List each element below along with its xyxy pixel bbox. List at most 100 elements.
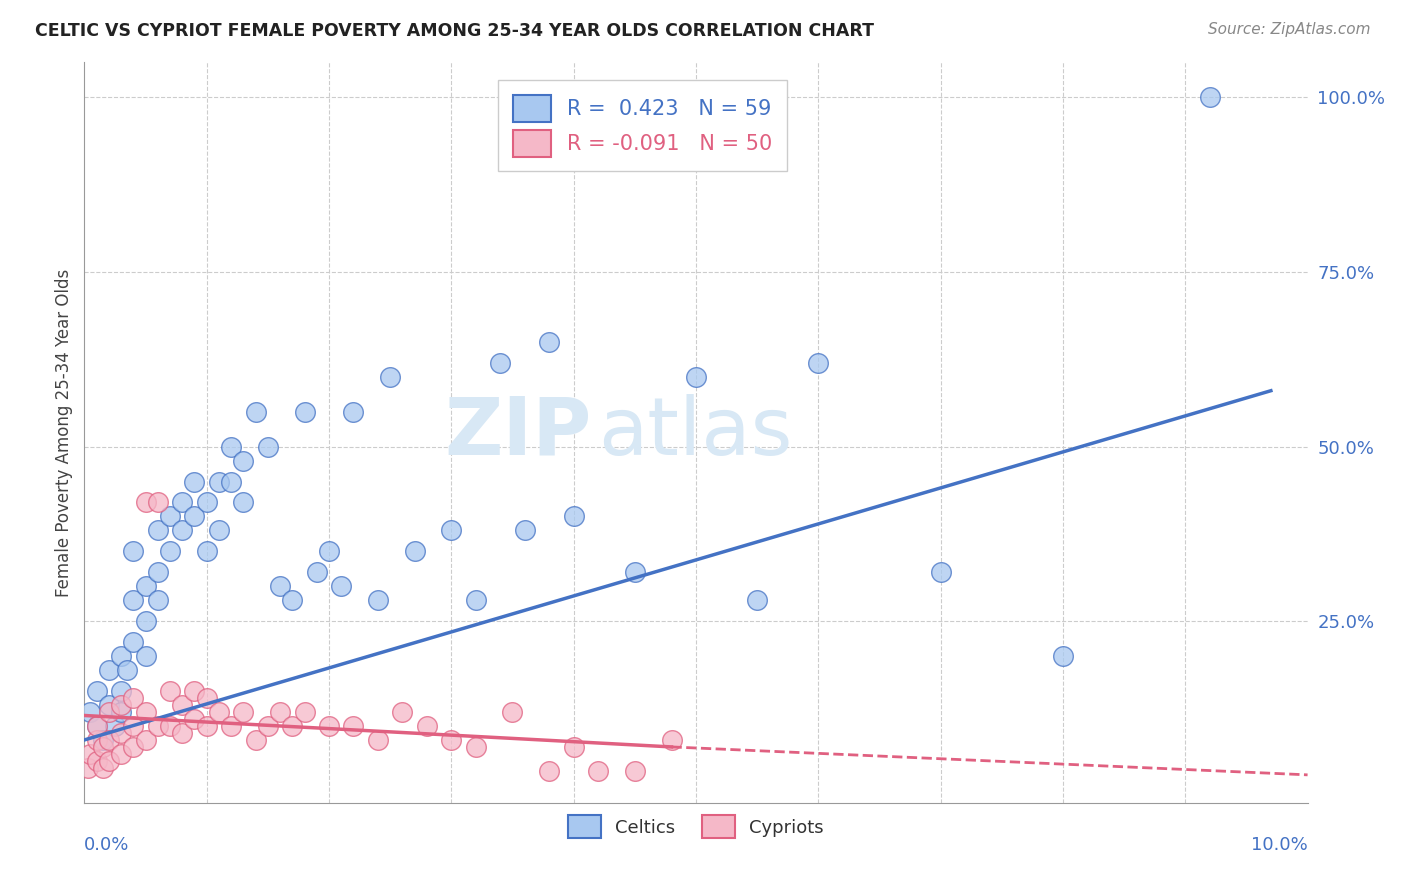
Point (624, 764, 647, 779)
Point (195, 719, 218, 733)
Point (219, 475, 242, 489)
Point (269, 705, 291, 719)
Point (135, 649, 157, 664)
Point (91, 733, 114, 747)
Point (747, 593, 769, 607)
Point (586, 764, 609, 779)
Point (294, 405, 316, 419)
Text: atlas: atlas (598, 393, 793, 472)
Point (122, 739, 145, 754)
Point (513, 524, 536, 538)
Point (1198, 90, 1220, 104)
Point (232, 495, 254, 509)
Point (391, 705, 413, 719)
Text: 0.0%: 0.0% (84, 836, 129, 855)
Point (86, 733, 108, 747)
Point (183, 684, 205, 698)
Point (183, 712, 205, 726)
Point (159, 684, 181, 698)
Point (146, 495, 169, 509)
Point (502, 705, 524, 719)
Point (367, 733, 389, 747)
Point (929, 566, 952, 580)
Point (77, 761, 100, 775)
Point (122, 593, 145, 607)
Point (135, 495, 157, 509)
Point (232, 453, 254, 467)
Point (269, 579, 291, 593)
Point (135, 705, 157, 719)
Point (440, 524, 463, 538)
Point (91, 761, 114, 775)
Point (489, 356, 512, 370)
Point (685, 369, 707, 384)
Point (104, 719, 127, 733)
Point (404, 544, 426, 558)
Point (110, 726, 132, 740)
Point (86, 719, 108, 733)
Point (159, 509, 181, 524)
Point (146, 593, 169, 607)
Y-axis label: Female Poverty Among 25-34 Year Olds: Female Poverty Among 25-34 Year Olds (55, 268, 73, 597)
Point (172, 698, 194, 712)
Point (661, 733, 683, 747)
Text: CELTIC VS CYPRIOT FEMALE POVERTY AMONG 25-34 YEAR OLDS CORRELATION CHART: CELTIC VS CYPRIOT FEMALE POVERTY AMONG 2… (35, 22, 875, 40)
Point (245, 405, 267, 419)
Point (97, 754, 120, 768)
Point (183, 475, 205, 489)
Text: Source: ZipAtlas.com: Source: ZipAtlas.com (1208, 22, 1371, 37)
Point (342, 405, 364, 419)
Point (464, 593, 486, 607)
Point (183, 509, 205, 524)
Point (305, 566, 328, 580)
Point (110, 684, 132, 698)
Point (86, 684, 108, 698)
Point (232, 705, 254, 719)
Point (122, 544, 145, 558)
Point (380, 369, 402, 384)
Point (91, 739, 114, 754)
Point (146, 719, 169, 733)
Point (562, 739, 585, 754)
Point (416, 719, 439, 733)
Point (195, 544, 218, 558)
Point (208, 705, 231, 719)
Point (807, 356, 830, 370)
Point (159, 544, 181, 558)
Point (97, 698, 120, 712)
Point (172, 524, 194, 538)
Text: 10.0%: 10.0% (1251, 836, 1308, 855)
Point (135, 733, 157, 747)
Point (538, 764, 561, 779)
Point (464, 739, 486, 754)
Text: ZIP: ZIP (444, 393, 592, 472)
Point (257, 440, 280, 454)
Point (135, 579, 157, 593)
Point (330, 579, 353, 593)
Point (110, 705, 132, 719)
Point (110, 698, 132, 712)
Point (538, 334, 561, 349)
Point (219, 440, 242, 454)
Point (97, 663, 120, 677)
Point (624, 566, 647, 580)
Point (318, 544, 340, 558)
Point (281, 719, 304, 733)
Point (97, 733, 120, 747)
Point (172, 726, 194, 740)
Point (367, 593, 389, 607)
Point (110, 747, 132, 761)
Legend: Celtics, Cypriots: Celtics, Cypriots (561, 808, 831, 846)
Point (122, 691, 145, 706)
Point (562, 509, 585, 524)
Point (122, 719, 145, 733)
Point (195, 495, 218, 509)
Point (219, 719, 242, 733)
Point (318, 719, 340, 733)
Point (208, 475, 231, 489)
Point (79, 747, 101, 761)
Point (79, 705, 101, 719)
Point (146, 566, 169, 580)
Point (1052, 649, 1074, 664)
Point (342, 719, 364, 733)
